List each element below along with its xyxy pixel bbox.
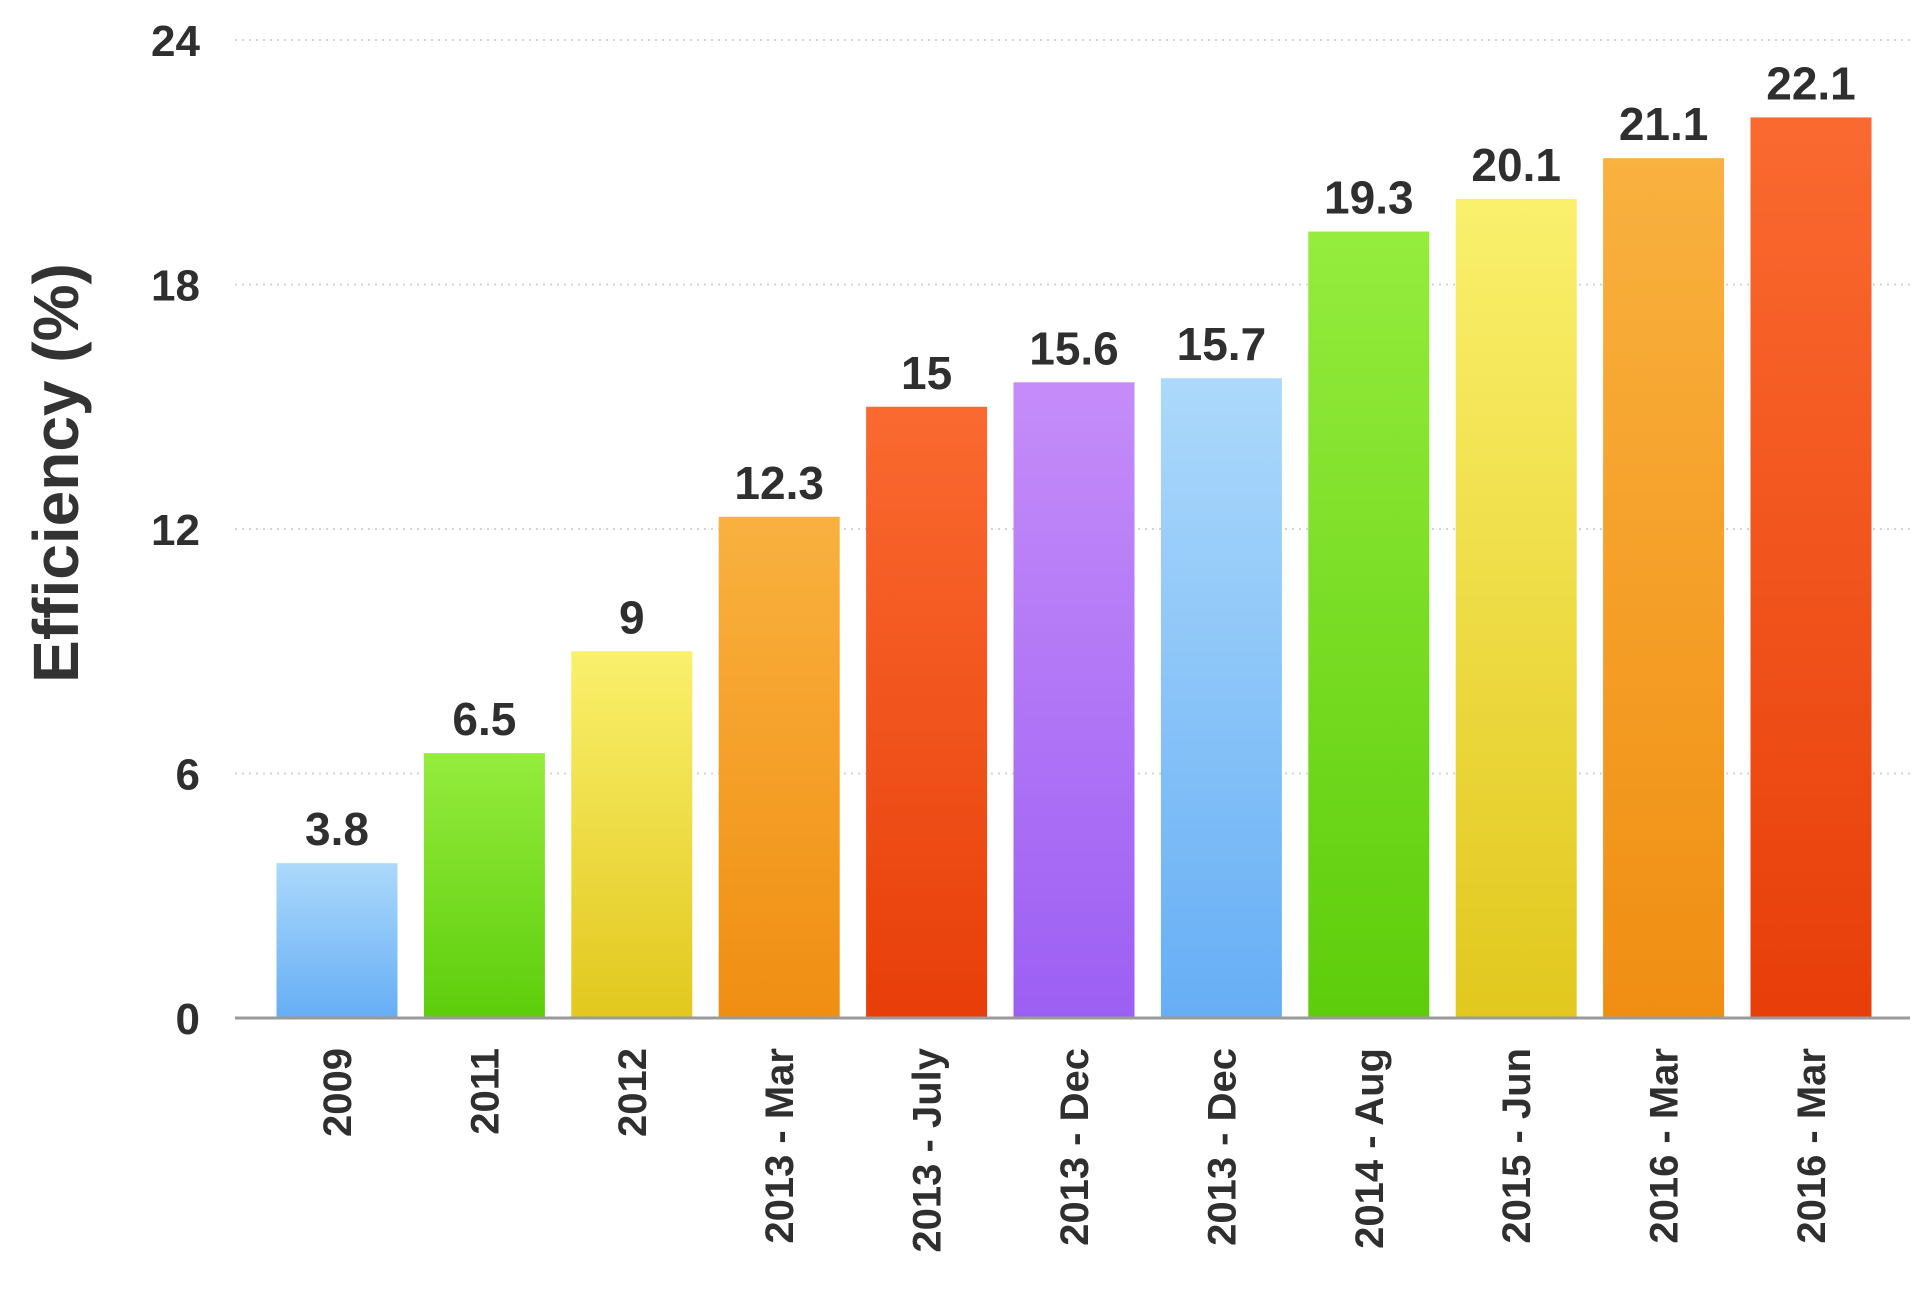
bar: [276, 863, 398, 1018]
x-tick-label: 2013 - Dec: [1053, 1048, 1097, 1246]
bar: [1013, 382, 1135, 1018]
bar: [1160, 378, 1282, 1019]
bar-value-label: 15.6: [1029, 322, 1119, 374]
bar: [1308, 231, 1430, 1018]
bars: [276, 117, 1872, 1019]
bar-value-label: 20.1: [1471, 139, 1561, 191]
x-tick-label: 2015 - Jun: [1495, 1048, 1539, 1244]
bar-value-label: 15.7: [1177, 318, 1267, 370]
bar-value-label: 6.5: [452, 693, 516, 745]
bar-value-label: 3.8: [305, 803, 369, 855]
x-tick-label: 2016 - Mar: [1790, 1048, 1834, 1244]
bar-value-label: 19.3: [1324, 172, 1414, 224]
x-tick-label: 2011: [463, 1048, 507, 1135]
bar-value-label: 21.1: [1619, 98, 1709, 150]
x-tick-label: 2014 - Aug: [1348, 1048, 1392, 1249]
x-tick-label: 2016 - Mar: [1643, 1048, 1687, 1244]
x-axis-ticks: 2009 2011 2012 2013 - Mar 2013 - July 2013 - …: [316, 1047, 1834, 1252]
y-tick-label: 18: [151, 262, 200, 311]
y-tick-label: 24: [151, 17, 200, 66]
bar-value-label: 12.3: [734, 457, 824, 509]
bar: [1750, 117, 1872, 1019]
x-tick-label: 2013 - July: [906, 1047, 950, 1252]
y-axis-ticks: 0 6 12 18 24: [151, 17, 200, 1044]
y-axis-label: Efficiency (%): [20, 263, 92, 683]
x-tick-label: 2013 - Dec: [1200, 1048, 1244, 1246]
x-tick-label: 2013 - Mar: [758, 1048, 802, 1244]
data-labels: 3.8 6.5 9 12.3 15 15.6 15.7 19.3 20.1 21.1 22.1: [305, 57, 1856, 855]
y-tick-label: 0: [176, 995, 200, 1044]
y-tick-label: 12: [151, 506, 200, 555]
bar: [423, 753, 545, 1018]
x-tick-label: 2012: [611, 1048, 655, 1137]
bar: [1603, 158, 1725, 1019]
bar-value-label: 22.1: [1766, 57, 1856, 109]
bar: [571, 651, 693, 1018]
bar-value-label: 15: [901, 347, 952, 399]
bar: [1455, 198, 1577, 1019]
x-tick-label: 2009: [316, 1048, 360, 1137]
y-tick-label: 6: [176, 751, 200, 800]
bar: [866, 406, 988, 1018]
bar: [718, 516, 840, 1018]
bar-value-label: 9: [619, 591, 645, 643]
